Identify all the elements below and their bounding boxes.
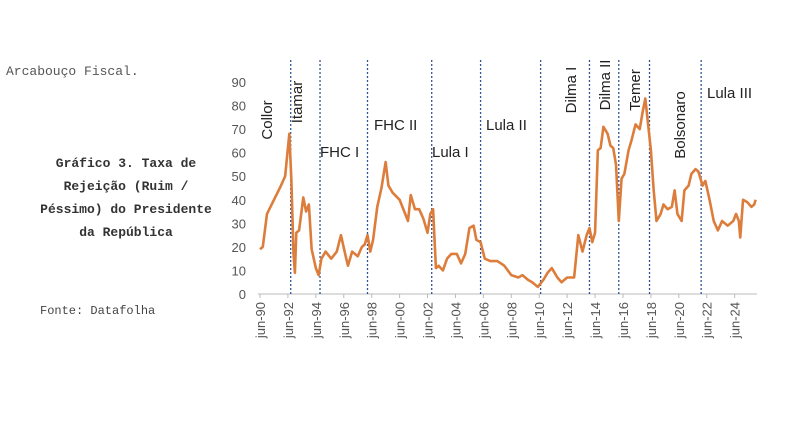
- y-tick-label: 0: [239, 287, 246, 302]
- x-tick-label: jun-90: [253, 302, 268, 339]
- x-tick-label: jun-96: [337, 302, 352, 339]
- line-series: [259, 97, 757, 289]
- x-tick-label: jun-08: [504, 302, 519, 339]
- y-tick-label: 30: [232, 216, 246, 231]
- x-tick-label: jun-92: [281, 302, 296, 339]
- source: Fonte: Datafolha: [40, 304, 156, 318]
- x-tick-label: jun-14: [588, 302, 603, 339]
- x-tick-label: jun-24: [728, 302, 743, 339]
- period-label: FHC II: [374, 117, 417, 134]
- y-tick-label: 20: [232, 240, 246, 255]
- x-tick-label: jun-02: [421, 302, 436, 339]
- y-tick-label: 80: [232, 99, 246, 114]
- period-label: Temer: [627, 69, 644, 111]
- period-label: Itamar: [289, 81, 306, 124]
- x-tick-label: jun-98: [365, 302, 380, 339]
- period-label: Dilma I: [563, 67, 580, 114]
- x-tick-label: jun-04: [448, 302, 463, 339]
- x-tick-label: jun-94: [309, 302, 324, 339]
- x-tick-label: jun-22: [700, 302, 715, 339]
- period-label: Bolsonaro: [672, 91, 689, 159]
- y-tick-label: 70: [232, 122, 246, 137]
- x-tick-label: jun-20: [672, 302, 687, 339]
- period-label: Dilma II: [597, 60, 614, 111]
- y-tick-label: 50: [232, 169, 246, 184]
- chart-title: Gráfico 3. Taxa de Rejeição (Ruim / Péss…: [40, 156, 212, 240]
- period-label: FHC I: [320, 144, 359, 161]
- x-tick-label: jun-00: [393, 302, 408, 339]
- period-label: Lula III: [707, 85, 752, 102]
- x-tick-label: jun-18: [644, 302, 659, 339]
- x-tick-label: jun-10: [532, 302, 547, 339]
- x-tick-label: jun-12: [560, 302, 575, 339]
- y-tick-label: 10: [232, 263, 246, 278]
- period-label: Lula II: [486, 117, 527, 134]
- header: Arcabouço Fiscal.: [6, 64, 139, 79]
- period-label: Collor: [259, 100, 276, 139]
- y-tick-label: 60: [232, 146, 246, 161]
- period-label: Lula I: [432, 144, 469, 161]
- y-tick-label: 90: [232, 75, 246, 90]
- x-tick-label: jun-06: [476, 302, 491, 339]
- x-tick-label: jun-16: [616, 302, 631, 339]
- y-tick-label: 40: [232, 193, 246, 208]
